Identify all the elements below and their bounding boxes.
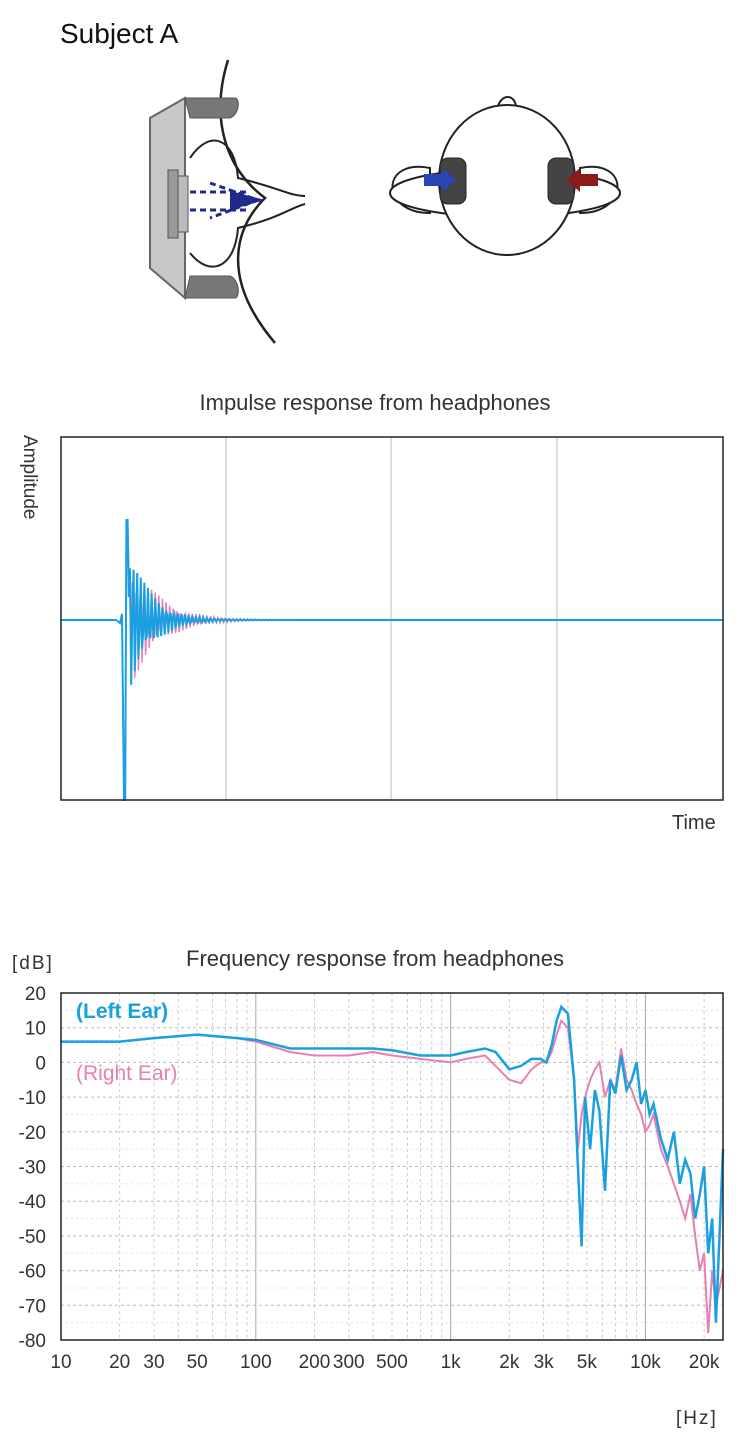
- frequency-x-tick-label: 2k: [499, 1352, 520, 1373]
- frequency-y-tick-label: -40: [19, 1192, 46, 1213]
- frequency-y-tick-label: -20: [19, 1123, 46, 1144]
- legend-left-ear: (Left Ear): [76, 1000, 169, 1023]
- db-unit-label: [dB]: [12, 953, 54, 974]
- frequency-x-tick-label: 100: [240, 1352, 272, 1373]
- frequency-x-tick-label: 500: [376, 1352, 408, 1373]
- impulse-y-axis-label: Amplitude: [19, 435, 40, 520]
- frequency-y-tick-label: -10: [19, 1088, 46, 1109]
- impulse-left-ear-line: [61, 519, 723, 801]
- hz-unit-label: [Hz]: [676, 1408, 718, 1429]
- frequency-y-tick-label: -30: [19, 1158, 46, 1179]
- illustration-area: [149, 59, 621, 344]
- impulse-chart-title: Impulse response from headphones: [199, 390, 551, 415]
- frequency-x-tick-label: 50: [187, 1352, 208, 1373]
- frequency-chart-title: Frequency response from headphones: [186, 946, 564, 971]
- frequency-x-tick-label: 20: [109, 1352, 130, 1373]
- frequency-y-tick-label: 20: [25, 984, 46, 1005]
- frequency-x-tick-labels: 10 20 30 50 100 200 300 500 1k 2k 3k 5k 10k 20k: [50, 1352, 720, 1373]
- frequency-y-tick-label: 10: [25, 1019, 46, 1040]
- frequency-y-tick-label: -50: [19, 1227, 46, 1248]
- frequency-x-tick-label: 30: [143, 1352, 164, 1373]
- frequency-x-tick-label: 200: [299, 1352, 331, 1373]
- frequency-x-tick-label: 20k: [689, 1352, 720, 1373]
- impulse-plot-frame: [60, 436, 724, 801]
- frequency-grid: [60, 992, 723, 1341]
- head-top-view-with-headphones-icon: [389, 96, 621, 256]
- frequency-x-tick-label: 10: [50, 1352, 71, 1373]
- frequency-x-tick-label: 3k: [534, 1352, 555, 1373]
- impulse-x-axis-label: Time: [672, 812, 716, 834]
- in-ear-earphone-cross-section-icon: [149, 59, 306, 344]
- frequency-plot-frame: [60, 992, 724, 1341]
- left-ear-frequency-line: [61, 1004, 725, 1323]
- frequency-y-tick-label: -80: [19, 1331, 46, 1352]
- frequency-y-tick-labels: 20 10 0 -10 -20 -30 -40 -50 -60 -70 -80: [19, 984, 46, 1352]
- legend-right-ear: (Right Ear): [76, 1062, 178, 1085]
- frequency-x-tick-label: 10k: [630, 1352, 661, 1373]
- frequency-y-tick-label: -60: [19, 1262, 46, 1283]
- frequency-y-tick-label: -70: [19, 1296, 46, 1317]
- impulse-response-chart: [60, 436, 724, 801]
- frequency-x-tick-label: 5k: [577, 1352, 598, 1373]
- frequency-y-tick-label: 0: [35, 1053, 46, 1074]
- frequency-x-tick-label: 1k: [441, 1352, 462, 1373]
- frequency-x-tick-label: 300: [333, 1352, 365, 1373]
- subject-title: Subject A: [60, 18, 179, 49]
